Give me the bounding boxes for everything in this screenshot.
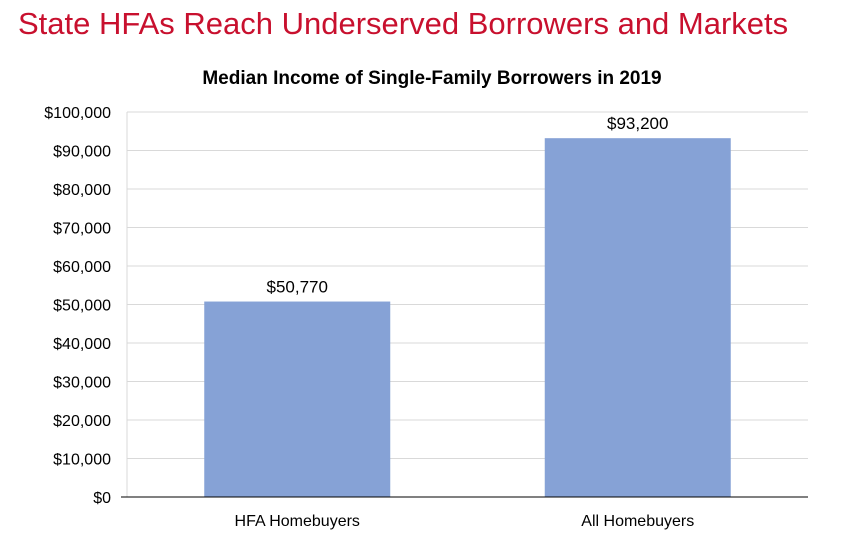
data-label: $93,200: [607, 114, 668, 133]
bar: [204, 301, 391, 497]
chart-title: Median Income of Single-Family Borrowers…: [202, 68, 662, 89]
data-label: $50,770: [267, 278, 328, 297]
x-tick-label: HFA Homebuyers: [235, 513, 360, 530]
x-tick-label: All Homebuyers: [581, 513, 694, 530]
bar: [544, 138, 731, 497]
y-tick-label: $90,000: [53, 144, 111, 161]
y-tick-label: $10,000: [53, 452, 111, 469]
y-tick-label: $0: [93, 490, 111, 507]
y-tick-label: $40,000: [53, 336, 111, 353]
y-tick-label: $50,000: [53, 298, 111, 315]
y-tick-label: $60,000: [53, 259, 111, 276]
y-tick-label: $70,000: [53, 221, 111, 238]
y-tick-label: $20,000: [53, 413, 111, 430]
y-tick-label: $80,000: [53, 182, 111, 199]
y-tick-label: $30,000: [53, 375, 111, 392]
page-headline: State HFAs Reach Underserved Borrowers a…: [18, 6, 789, 41]
y-tick-label: $100,000: [44, 105, 111, 122]
